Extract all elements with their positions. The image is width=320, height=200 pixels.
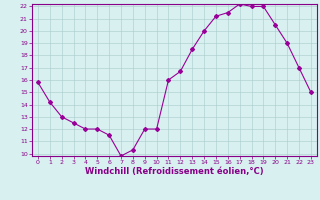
X-axis label: Windchill (Refroidissement éolien,°C): Windchill (Refroidissement éolien,°C) (85, 167, 264, 176)
